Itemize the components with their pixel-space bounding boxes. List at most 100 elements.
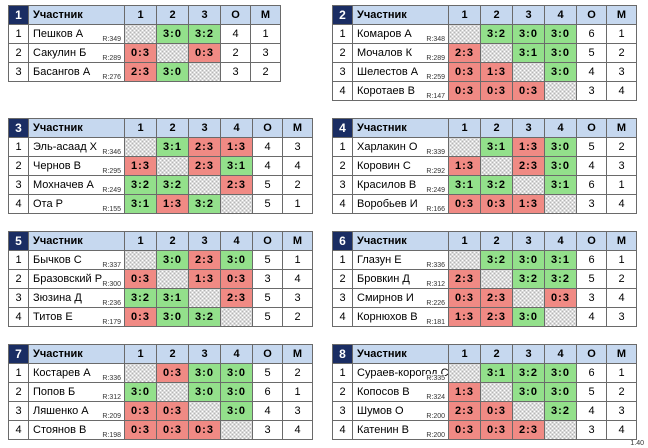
match-score[interactable]: 3:0	[544, 43, 577, 63]
match-score[interactable]: 3:1	[448, 175, 481, 195]
match-score[interactable]: 3:2	[544, 401, 577, 421]
player-name-cell[interactable]: Бровкин Д R:312	[352, 269, 449, 289]
player-name-cell[interactable]: Корнюхов В R:181	[352, 307, 449, 327]
match-score[interactable]: 2:3	[188, 250, 221, 270]
match-score[interactable]: 3:0	[220, 363, 253, 383]
player-name-cell[interactable]: Глазун Е R:336	[352, 250, 449, 270]
match-score[interactable]: 3:0	[544, 363, 577, 383]
match-score[interactable]: 2:3	[512, 156, 545, 176]
match-score[interactable]: 0:3	[480, 81, 513, 101]
player-name[interactable]: Копосов В	[357, 386, 410, 398]
player-name-cell[interactable]: Харлакин О R:339	[352, 137, 449, 157]
player-name[interactable]: Сакулин Б	[33, 47, 87, 59]
player-name[interactable]: Титов Е	[33, 311, 73, 323]
player-name[interactable]: Попов Б	[33, 386, 76, 398]
player-name[interactable]: Мохначев А	[33, 179, 94, 191]
player-name[interactable]: Шелестов А	[357, 66, 419, 78]
match-score[interactable]: 3:1	[220, 156, 253, 176]
match-score[interactable]: 0:3	[480, 401, 513, 421]
match-score[interactable]: 1:3	[448, 382, 481, 402]
player-name-cell[interactable]: Ота Р R:155	[28, 194, 125, 214]
player-name-cell[interactable]: Шелестов А R:259	[352, 62, 449, 82]
player-name-cell[interactable]: Басангов А R:276	[28, 62, 125, 82]
match-score[interactable]: 2:3	[448, 43, 481, 63]
player-name-cell[interactable]: Чернов В R:295	[28, 156, 125, 176]
match-score[interactable]: 3:0	[156, 307, 189, 327]
match-score[interactable]: 3:2	[544, 269, 577, 289]
player-name-cell[interactable]: Коротаев В R:147	[352, 81, 449, 101]
match-score[interactable]: 3:2	[124, 175, 157, 195]
match-score[interactable]: 3:2	[188, 194, 221, 214]
player-name-cell[interactable]: Комаров А R:348	[352, 24, 449, 44]
player-name[interactable]: Ота Р	[33, 198, 63, 210]
player-name[interactable]: Ляшенко А	[33, 405, 89, 417]
match-score[interactable]: 2:3	[220, 288, 253, 308]
player-name-cell[interactable]: Стоянов В R:198	[28, 420, 125, 440]
player-name[interactable]: Стоянов В	[33, 424, 87, 436]
match-score[interactable]: 0:3	[124, 269, 157, 289]
match-score[interactable]: 0:3	[124, 307, 157, 327]
match-score[interactable]: 3:1	[512, 43, 545, 63]
player-name-cell[interactable]: Титов Е R:179	[28, 307, 125, 327]
player-name[interactable]: Смирнов И	[357, 292, 414, 304]
match-score[interactable]: 3:2	[188, 24, 221, 44]
player-name-cell[interactable]: Шумов О R:200	[352, 401, 449, 421]
match-score[interactable]: 0:3	[512, 81, 545, 101]
match-score[interactable]: 3:0	[544, 62, 577, 82]
player-name[interactable]: Шумов О	[357, 405, 404, 417]
match-score[interactable]: 0:3	[544, 288, 577, 308]
match-score[interactable]: 3:1	[480, 137, 513, 157]
match-score[interactable]: 3:1	[544, 175, 577, 195]
match-score[interactable]: 1:3	[220, 137, 253, 157]
match-score[interactable]: 3:0	[512, 24, 545, 44]
player-name-cell[interactable]: Ляшенко А R:209	[28, 401, 125, 421]
match-score[interactable]: 3:0	[156, 250, 189, 270]
match-score[interactable]: 3:0	[156, 24, 189, 44]
player-name[interactable]: Бровкин Д	[357, 273, 410, 285]
player-name-cell[interactable]: Воробьев И R:166	[352, 194, 449, 214]
player-name-cell[interactable]: Мохначев А R:249	[28, 175, 125, 195]
match-score[interactable]: 3:2	[480, 250, 513, 270]
match-score[interactable]: 3:0	[156, 62, 189, 82]
match-score[interactable]: 3:2	[188, 307, 221, 327]
match-score[interactable]: 2:3	[188, 156, 221, 176]
player-name-cell[interactable]: Копосов В R:324	[352, 382, 449, 402]
match-score[interactable]: 3:0	[544, 137, 577, 157]
player-name[interactable]: Красилов В	[357, 179, 417, 191]
match-score[interactable]: 3:1	[156, 137, 189, 157]
match-score[interactable]: 3:2	[480, 175, 513, 195]
match-score[interactable]: 1:3	[512, 137, 545, 157]
match-score[interactable]: 3:0	[544, 24, 577, 44]
match-score[interactable]: 0:3	[124, 420, 157, 440]
match-score[interactable]: 0:3	[124, 401, 157, 421]
match-score[interactable]: 2:3	[448, 401, 481, 421]
match-score[interactable]: 1:3	[448, 307, 481, 327]
match-score[interactable]: 1:3	[188, 269, 221, 289]
player-name-cell[interactable]: Эль-асаад Х R:346	[28, 137, 125, 157]
match-score[interactable]: 1:3	[124, 156, 157, 176]
match-score[interactable]: 0:3	[188, 43, 221, 63]
player-name-cell[interactable]: Смирнов И R:226	[352, 288, 449, 308]
player-name[interactable]: Харлакин О	[357, 141, 418, 153]
match-score[interactable]: 2:3	[220, 175, 253, 195]
match-score[interactable]: 0:3	[124, 43, 157, 63]
player-name[interactable]: Мочалов К	[357, 47, 412, 59]
match-score[interactable]: 3:0	[188, 363, 221, 383]
match-score[interactable]: 3:0	[188, 382, 221, 402]
match-score[interactable]: 2:3	[512, 420, 545, 440]
match-score[interactable]: 0:3	[448, 81, 481, 101]
player-name[interactable]: Коротаев В	[357, 85, 415, 97]
player-name-cell[interactable]: Костарев А R:336	[28, 363, 125, 383]
match-score[interactable]: 3:0	[512, 382, 545, 402]
match-score[interactable]: 3:2	[156, 175, 189, 195]
match-score[interactable]: 3:0	[544, 156, 577, 176]
player-name[interactable]: Чернов В	[33, 160, 81, 172]
match-score[interactable]: 0:3	[480, 194, 513, 214]
match-score[interactable]: 3:2	[512, 269, 545, 289]
match-score[interactable]: 3:0	[544, 382, 577, 402]
match-score[interactable]: 2:3	[188, 137, 221, 157]
match-score[interactable]: 3:0	[512, 250, 545, 270]
match-score[interactable]: 2:3	[480, 288, 513, 308]
player-name[interactable]: Зюзина Д	[33, 292, 82, 304]
player-name-cell[interactable]: Попов Б R:312	[28, 382, 125, 402]
